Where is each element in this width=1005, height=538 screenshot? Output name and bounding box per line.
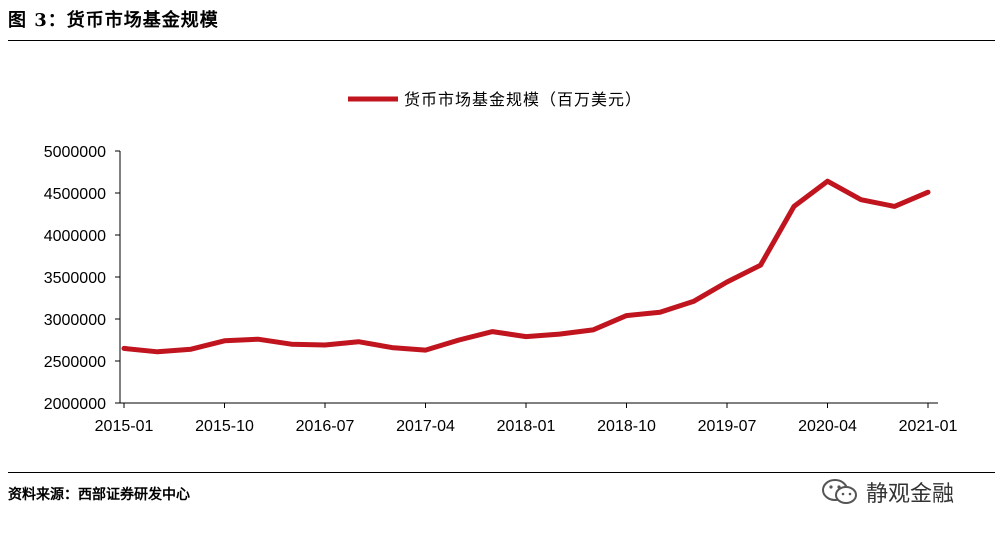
x-tick-label: 2019-07 — [698, 418, 757, 435]
y-tick-label: 2500000 — [44, 354, 106, 371]
y-tick-label: 4000000 — [44, 228, 106, 245]
x-tick-label: 2021-01 — [899, 418, 958, 435]
x-tick-label: 2017-04 — [396, 418, 455, 435]
y-tick-label: 3000000 — [44, 312, 106, 329]
y-tick-label: 5000000 — [44, 144, 106, 161]
series-group — [121, 178, 931, 355]
y-tick-label: 4500000 — [44, 186, 106, 203]
x-tick-label: 2020-04 — [798, 418, 857, 435]
x-tick-label: 2016-07 — [296, 418, 355, 435]
x-tick-label: 2018-01 — [497, 418, 556, 435]
x-tick-label: 2015-10 — [195, 418, 254, 435]
bottom-divider — [8, 472, 995, 473]
y-tick-label: 2000000 — [44, 396, 106, 413]
watermark: 静观金融 — [820, 476, 954, 508]
series-line — [121, 178, 931, 355]
legend: 货币市场基金规模（百万美元） — [348, 90, 642, 109]
watermark-text: 静观金融 — [866, 482, 955, 507]
wechat-icon — [822, 479, 857, 504]
y-tick-label: 3500000 — [44, 270, 106, 287]
source-note: 资料来源：西部证券研发中心 — [8, 487, 190, 503]
tick-labels: 2000000 2500000 3000000 3500000 4000000 45000… — [44, 144, 958, 435]
legend-label: 货币市场基金规模（百万美元） — [404, 90, 642, 109]
axes — [115, 150, 938, 408]
x-tick-label: 2015-01 — [95, 418, 154, 435]
x-tick-label: 2018-10 — [597, 418, 656, 435]
figure-title: 图 3：货币市场基金规模 — [8, 10, 219, 31]
top-divider — [8, 40, 995, 41]
